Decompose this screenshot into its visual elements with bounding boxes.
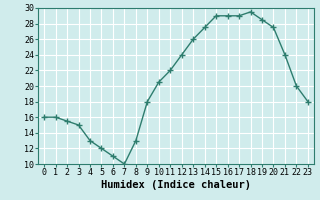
X-axis label: Humidex (Indice chaleur): Humidex (Indice chaleur)	[101, 180, 251, 190]
